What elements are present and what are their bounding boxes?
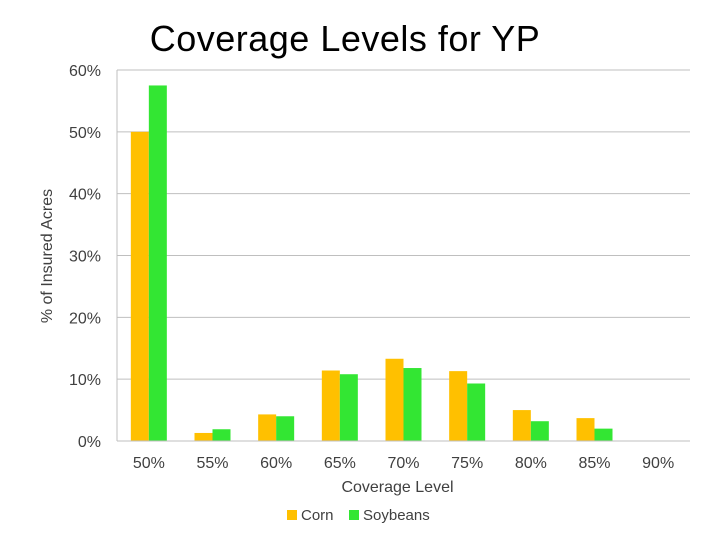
- x-tick-label: 65%: [324, 455, 356, 472]
- bar-soybeans-4: [403, 368, 422, 441]
- bar-soybeans-5: [467, 383, 486, 441]
- bars: [130, 85, 613, 442]
- bar-soybeans-1: [212, 429, 231, 441]
- bar-corn-0: [130, 131, 149, 442]
- legend-swatch-soybeans: [349, 510, 359, 520]
- bar-corn-7: [576, 418, 595, 441]
- y-tick-label: 20%: [69, 310, 101, 327]
- x-tick-label: 85%: [578, 455, 610, 472]
- y-tick-label: 40%: [69, 187, 101, 204]
- y-tick-label: 30%: [69, 249, 101, 266]
- y-tick-label: 50%: [69, 125, 101, 142]
- x-tick-label: 75%: [451, 455, 483, 472]
- x-axis-label: Coverage Level: [341, 479, 453, 496]
- chart-title: Coverage Levels for YP: [0, 18, 720, 60]
- gridlines: [116, 69, 690, 441]
- legend-swatch-corn: [287, 510, 297, 520]
- x-tick-label: 90%: [642, 455, 674, 472]
- y-axis-label: % of Insured Acres: [39, 189, 56, 323]
- bar-soybeans-0: [148, 85, 167, 441]
- x-tick-label: 80%: [515, 455, 547, 472]
- legend-label-soybeans: Soybeans: [363, 507, 430, 524]
- y-tick-labels: 0% 10% 20% 30% 40% 50% 60%: [69, 63, 101, 451]
- bar-corn-3: [321, 370, 340, 441]
- bar-soybeans-2: [276, 416, 295, 441]
- x-tick-label: 70%: [387, 455, 419, 472]
- x-tick-label: 60%: [260, 455, 292, 472]
- bar-corn-6: [512, 410, 531, 441]
- bar-soybeans-6: [530, 421, 549, 441]
- bar-corn-5: [449, 371, 468, 441]
- bar-soybeans-3: [339, 374, 358, 441]
- x-tick-label: 55%: [196, 455, 228, 472]
- bar-corn-4: [385, 358, 404, 441]
- y-tick-label: 60%: [69, 63, 101, 80]
- legend-label-corn: Corn: [301, 507, 334, 524]
- chart-title-text: Coverage Levels for YP: [149, 18, 541, 59]
- y-tick-label: 0%: [78, 434, 101, 451]
- bar-corn-1: [194, 432, 213, 441]
- x-tick-label: 50%: [133, 455, 165, 472]
- bar-corn-2: [258, 414, 277, 441]
- y-tick-label: 10%: [69, 372, 101, 389]
- bar-soybeans-7: [594, 428, 613, 441]
- x-tick-labels: 50% 55% 60% 65% 70% 75% 80% 85% 90%: [133, 455, 674, 472]
- legend: Corn Soybeans: [287, 507, 430, 524]
